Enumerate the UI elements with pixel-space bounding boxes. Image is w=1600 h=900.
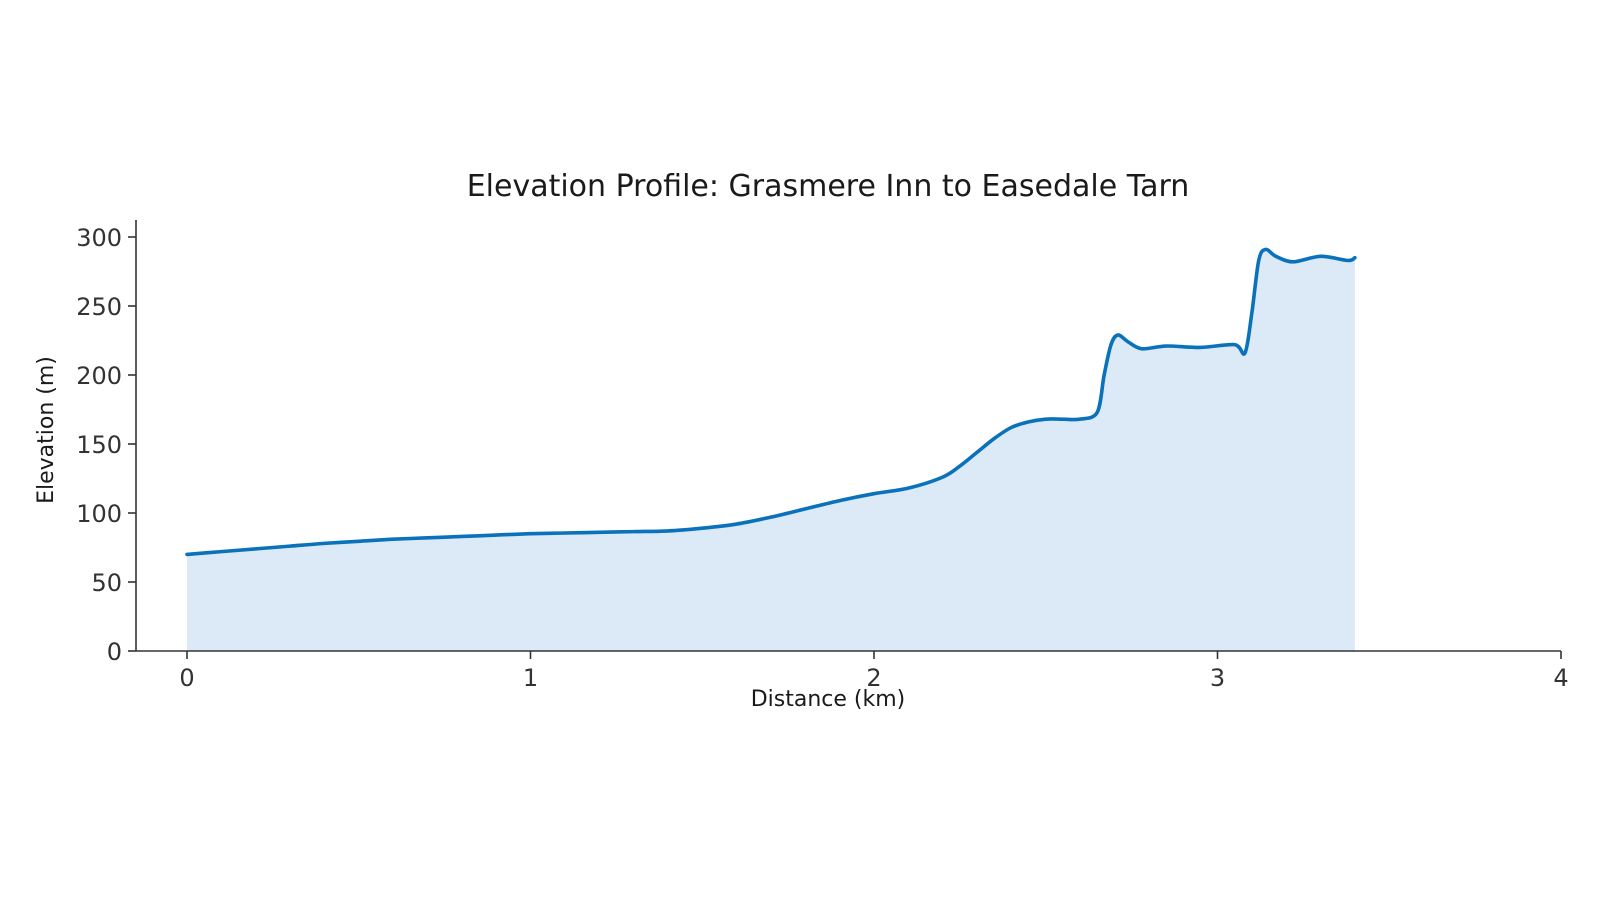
y-tick-label: 200 [76,362,122,390]
x-tick-label: 0 [179,664,194,692]
x-tick-label: 3 [1210,664,1225,692]
y-tick-label: 250 [76,293,122,321]
plot-area [185,247,1357,651]
x-axis-label: Distance (km) [751,687,906,712]
chart-title: Elevation Profile: Grasmere Inn to Eased… [467,169,1190,204]
y-axis-label: Elevation (m) [34,356,59,504]
x-tick-label: 1 [523,664,538,692]
x-tick-label: 4 [1553,664,1568,692]
y-tick-label: 100 [76,500,122,528]
x-tick-label: 2 [866,664,881,692]
y-axis-ticks: 0 50 100 150 200 250 300 [76,224,136,666]
y-tick-label: 0 [107,638,122,666]
elevation-line [185,247,1357,557]
y-tick-label: 300 [76,224,122,252]
axes: 0 1 2 3 4 0 50 100 150 200 250 300 [76,220,1569,692]
x-axis-ticks: 0 1 2 3 4 [179,651,1569,692]
elevation-area-fill [187,249,1355,651]
y-tick-label: 50 [91,569,122,597]
y-tick-label: 150 [76,431,122,459]
